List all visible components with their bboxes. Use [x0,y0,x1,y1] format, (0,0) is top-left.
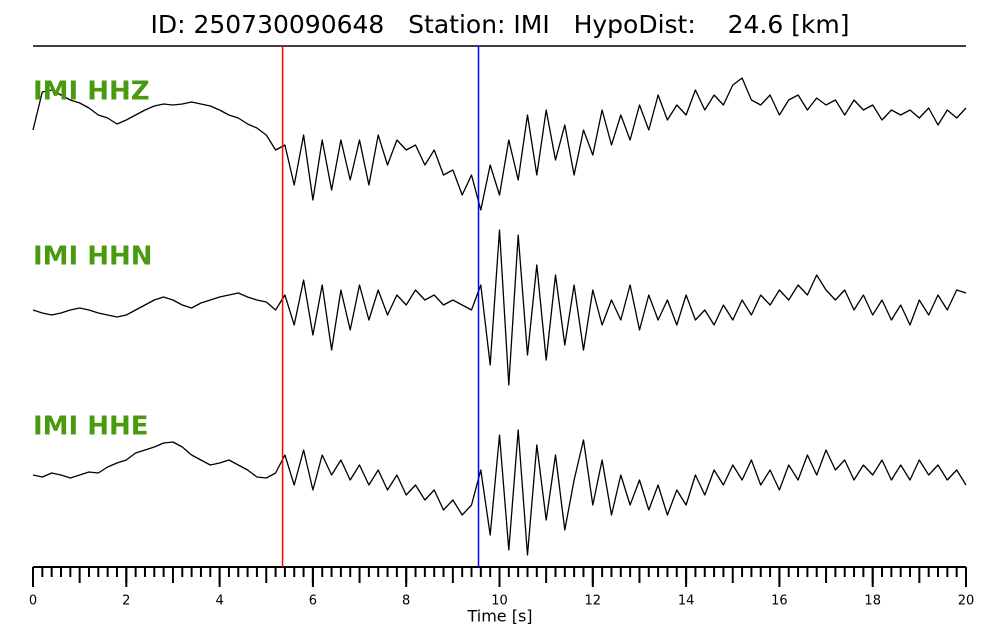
trace-label: IMI HHN [33,242,153,272]
x-tick-label: 12 [585,594,602,609]
x-tick-label: 18 [864,594,881,609]
trace [32,429,967,556]
x-tick-label: 20 [958,594,975,609]
x-tick-label: 6 [309,594,317,609]
trace-label: IMI HHZ [33,77,150,107]
trace [32,77,967,211]
x-tick-label: 16 [771,594,788,609]
x-tick-label: 2 [122,594,130,609]
chart-title: ID: 250730090648 Station: IMI HypoDist: … [150,10,849,39]
x-axis-label: Time [s] [466,607,532,626]
x-tick-label: 0 [29,594,37,609]
x-tick-label: 14 [678,594,695,609]
x-tick-label: 8 [402,594,410,609]
x-tick-label: 4 [215,594,223,609]
trace-label: IMI HHE [33,412,149,442]
x-tick-label: 10 [491,594,508,609]
trace [32,229,967,386]
